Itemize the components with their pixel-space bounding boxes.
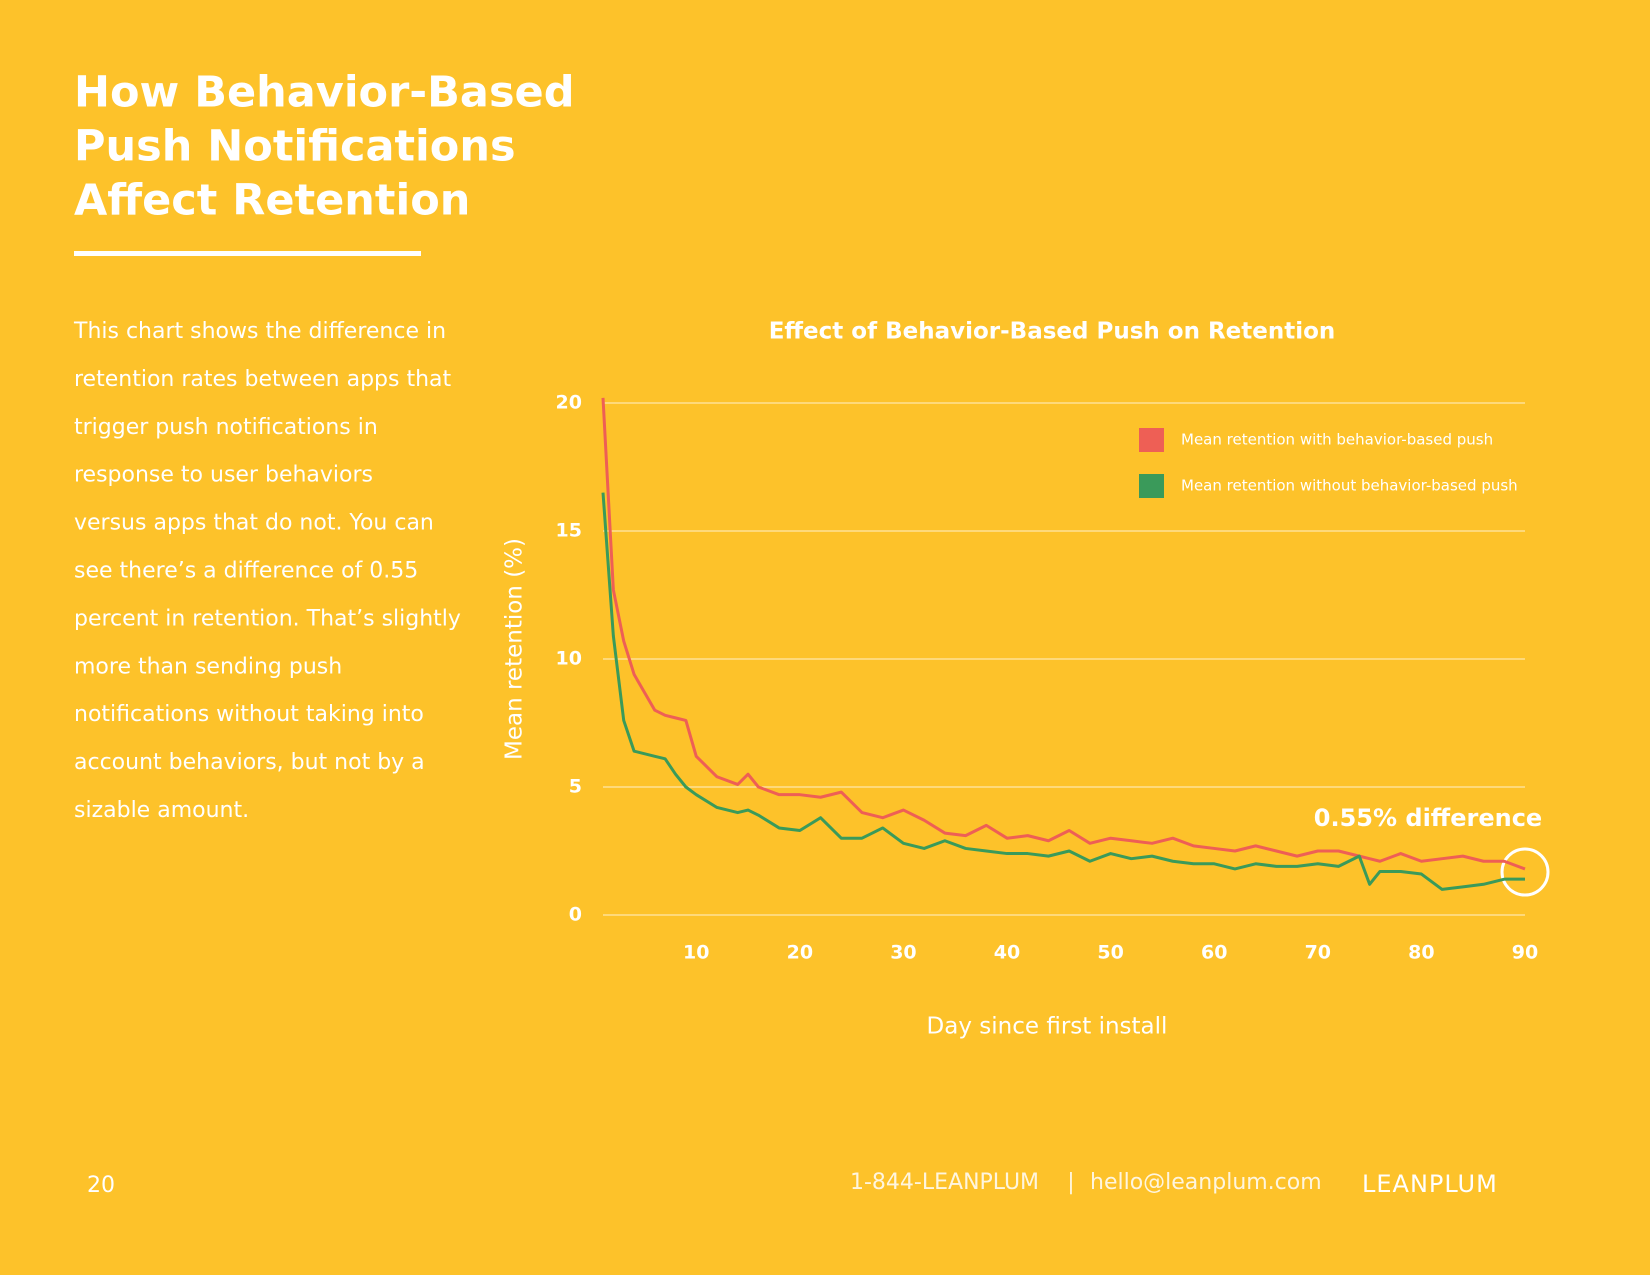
title-line: Push Notifications xyxy=(74,122,516,172)
x-tick-label: 50 xyxy=(1097,942,1123,964)
logo: LEANPLUM xyxy=(1362,1170,1498,1198)
paragraph-line: more than sending push xyxy=(74,654,342,679)
email: hello@leanplum.com xyxy=(1090,1170,1322,1195)
paragraph-line: percent in retention. That’s slightly xyxy=(74,606,461,631)
x-tick-label: 90 xyxy=(1512,942,1538,964)
paragraph-line: notifications without taking into xyxy=(74,702,424,727)
x-tick-label: 30 xyxy=(890,942,916,964)
page-number: 20 xyxy=(87,1173,115,1198)
x-tick-label: 20 xyxy=(787,942,813,964)
paragraph-line: account behaviors, but not by a xyxy=(74,750,425,775)
paragraph: This chart shows the difference in retent… xyxy=(73,319,461,823)
title-line: Affect Retention xyxy=(74,176,470,226)
chart-title: Effect of Behavior-Based Push on Retenti… xyxy=(769,319,1336,345)
paragraph-line: trigger push notifications in xyxy=(74,415,378,440)
separator: | xyxy=(1067,1170,1074,1195)
y-tick-label: 5 xyxy=(569,776,582,798)
paragraph-line: versus apps that do not. You can xyxy=(74,511,434,536)
y-tick-label: 10 xyxy=(556,648,582,670)
phone: 1-844-LEANPLUM xyxy=(850,1170,1039,1195)
title-line: How Behavior-Based xyxy=(74,68,574,118)
x-tick-label: 10 xyxy=(683,942,709,964)
x-tick-label: 60 xyxy=(1201,942,1227,964)
y-tick-label: 20 xyxy=(556,392,582,414)
x-tick-label: 70 xyxy=(1305,942,1331,964)
x-tick-label: 80 xyxy=(1408,942,1434,964)
paragraph-line: sizable amount. xyxy=(74,798,249,823)
y-axis-label: Mean retention (%) xyxy=(502,538,528,760)
paragraph-line: retention rates between apps that xyxy=(74,367,452,392)
x-axis-label: Day since first install xyxy=(927,1014,1168,1040)
paragraph-line: This chart shows the difference in xyxy=(73,319,446,344)
y-tick-label: 15 xyxy=(556,520,582,542)
chart: Effect of Behavior-Based Push on Retenti… xyxy=(502,319,1550,1040)
paragraph-line: see there’s a difference of 0.55 xyxy=(74,559,418,584)
x-tick-label: 40 xyxy=(994,942,1020,964)
series-line xyxy=(601,492,1525,891)
title-underline xyxy=(74,251,421,256)
legend-swatch xyxy=(1139,474,1164,498)
legend-swatch xyxy=(1139,428,1164,452)
series-line xyxy=(601,397,1526,871)
paragraph-line: response to user behaviors xyxy=(74,463,373,488)
y-tick-label: 0 xyxy=(569,904,582,926)
legend-label: Mean retention with behavior-based push xyxy=(1181,431,1493,449)
annotation: 0.55% difference xyxy=(1314,804,1542,832)
legend-label: Mean retention without behavior-based pu… xyxy=(1181,477,1518,495)
annotation-circle xyxy=(1500,847,1550,897)
